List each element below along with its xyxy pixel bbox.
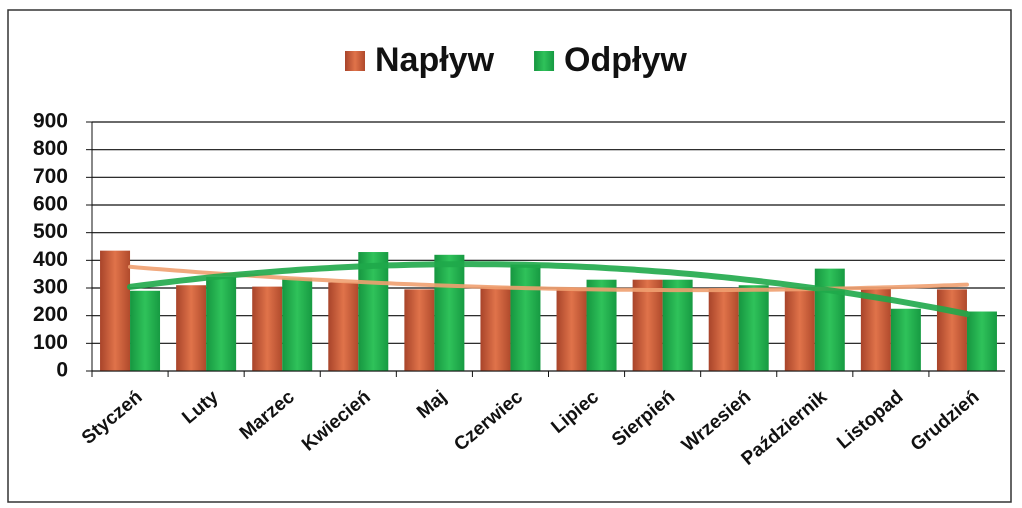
- bar: [252, 286, 283, 371]
- y-tick-label: 200: [33, 303, 68, 326]
- y-tick-label: 600: [33, 193, 68, 216]
- y-tick-label: 100: [33, 331, 68, 354]
- bar: [708, 288, 739, 371]
- bar: [738, 285, 769, 371]
- bar: [814, 268, 845, 371]
- legend-label: Napływ: [375, 41, 495, 79]
- y-tick-label: 900: [33, 110, 68, 133]
- y-tick-label: 800: [33, 137, 68, 160]
- bar: [966, 311, 997, 371]
- y-tick-label: 300: [33, 276, 68, 299]
- bar: [784, 288, 815, 371]
- legend-swatch: [534, 51, 555, 71]
- bar: [632, 279, 663, 371]
- y-tick-label: 0: [56, 359, 68, 382]
- bar: [586, 279, 617, 371]
- chart-frame: [7, 9, 1012, 503]
- y-tick-label: 700: [33, 165, 68, 188]
- bar: [480, 286, 511, 371]
- bar: [936, 289, 967, 371]
- bar: [404, 289, 435, 371]
- y-tick-label: 400: [33, 248, 68, 271]
- bar: [434, 254, 465, 371]
- bar: [176, 285, 207, 371]
- bar: [328, 282, 359, 371]
- y-tick-label: 500: [33, 220, 68, 243]
- bar: [282, 278, 313, 371]
- bar: [130, 290, 161, 371]
- bar: [100, 250, 131, 371]
- legend-label: Odpływ: [564, 41, 687, 79]
- bar: [510, 264, 541, 371]
- trend-line: [127, 261, 970, 317]
- bar: [662, 279, 693, 371]
- bar: [556, 288, 587, 371]
- bar: [206, 276, 237, 371]
- bar: [890, 308, 921, 371]
- legend-swatch: [345, 51, 365, 71]
- bar: [358, 252, 389, 371]
